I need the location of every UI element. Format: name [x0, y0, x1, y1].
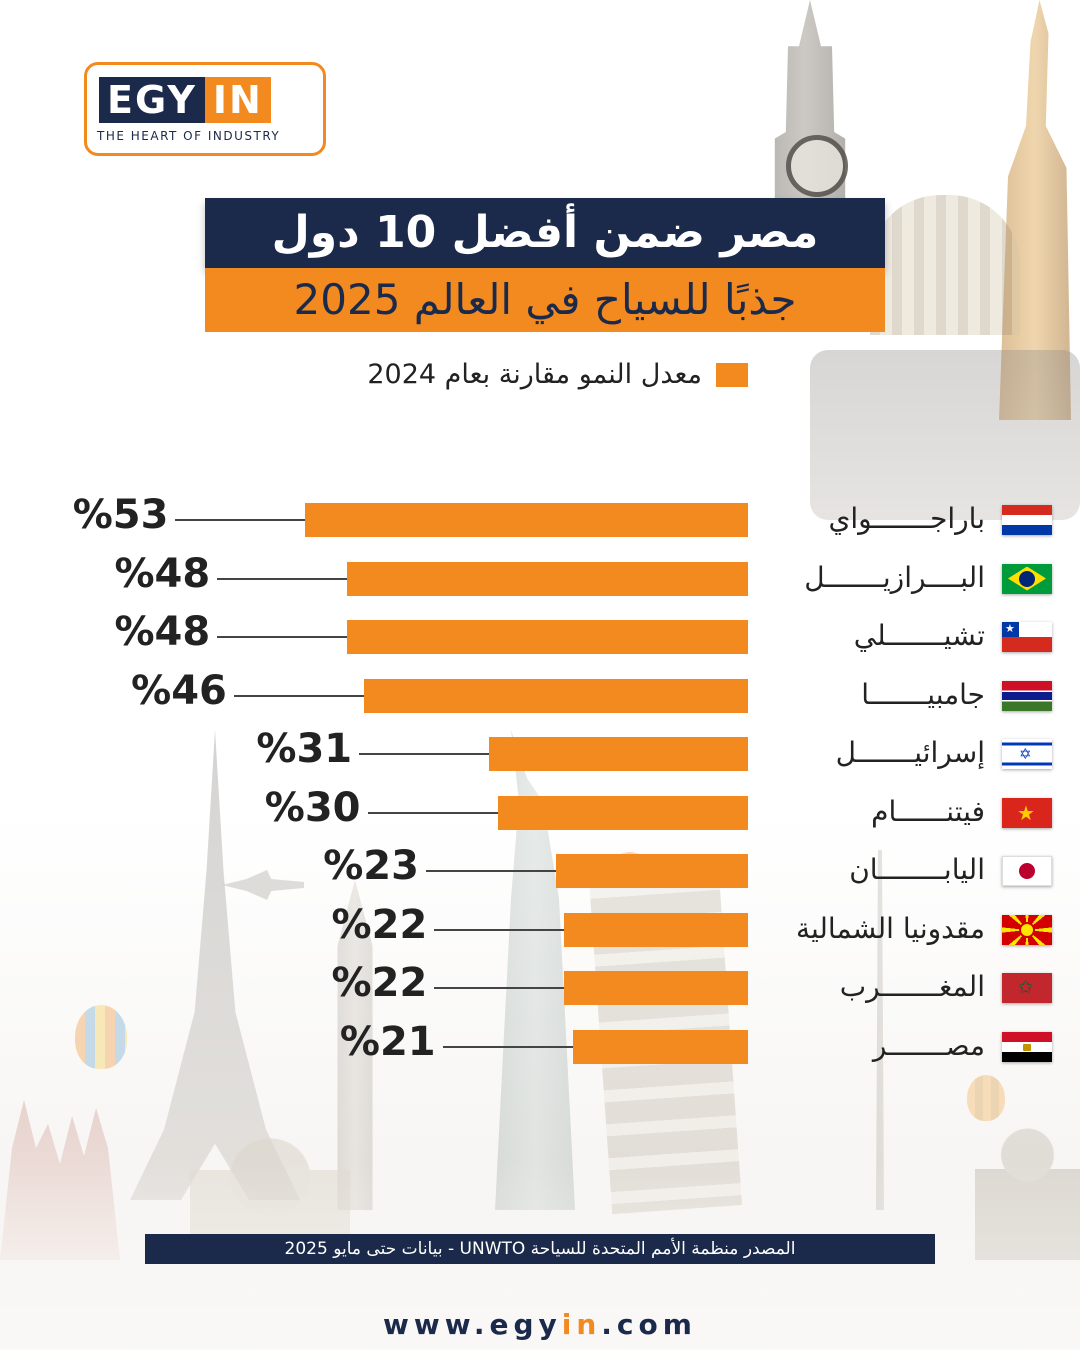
bar-gambia: [363, 678, 748, 713]
chart-row: %31 إسرائيـــــــل: [0, 726, 1080, 778]
japan-flag-icon: [1002, 856, 1052, 886]
bar-egypt: [572, 1029, 748, 1064]
chart-row: %22 مقدونيا الشمالية: [0, 902, 1080, 954]
leader-line: [434, 987, 565, 989]
value-label: %30: [264, 784, 361, 831]
chart-row: %46 جامبيـــــــا: [0, 668, 1080, 720]
leader-line: [442, 1045, 573, 1048]
bar-morocco: [564, 971, 748, 1005]
hot-air-balloon-illustration: [75, 1005, 127, 1069]
tv-tower-illustration: [876, 850, 884, 1210]
bar-paraguay: [305, 503, 748, 537]
hot-air-balloon-illustration: [967, 1075, 1005, 1121]
logo-egy-text: EGY: [99, 77, 205, 123]
bar-chile: [347, 620, 748, 654]
vietnam-flag-icon: [1002, 797, 1052, 828]
leader-line: [233, 694, 364, 697]
clock-face-illustration: [786, 135, 848, 197]
logo-in-text: IN: [204, 77, 271, 123]
country-label: إسرائيـــــــل: [835, 736, 985, 769]
chart-row: %22 المغـــــــرب: [0, 960, 1080, 1012]
chart-row: %23 اليابــــــــان: [0, 843, 1080, 895]
leader-line: [359, 753, 490, 755]
israel-flag-icon: [1002, 739, 1052, 769]
paraguay-flag-icon: [1002, 505, 1052, 535]
chart-row: %48 تشيـــــــلي: [0, 609, 1080, 661]
bar-brazil: [347, 561, 748, 596]
value-label: %31: [256, 726, 353, 772]
website-suffix: .com: [601, 1308, 697, 1341]
bar-japan: [555, 854, 748, 888]
legend-swatch: [716, 363, 748, 387]
logo-wordmark: EGY IN: [99, 77, 271, 123]
leader-line: [425, 870, 556, 872]
logo-tagline: THE HEART OF INDUSTRY: [97, 129, 281, 143]
leader-line: [217, 636, 348, 638]
legend-label: معدل النمو مقارنة بعام 2024: [367, 359, 702, 390]
country-label: فيتنــــــام: [871, 794, 985, 828]
egypt-flag-icon: [1002, 1031, 1052, 1062]
chart-row: %53 باراجـــــــواي: [0, 492, 1080, 544]
value-label: %48: [114, 550, 211, 597]
value-label: %22: [331, 960, 428, 1006]
country-label: البــــرازيـــــــل: [804, 560, 985, 594]
bar-chart: %53 باراجـــــــواي %48 البــــرازيـــــــل…: [0, 490, 1080, 1110]
gambia-flag-icon: [1002, 680, 1052, 711]
country-label: المغـــــــرب: [839, 970, 985, 1003]
value-label: %53: [72, 492, 169, 538]
chile-flag-icon: [1002, 622, 1052, 652]
leader-line: [217, 577, 348, 580]
source-note: المصدر منظمة الأمم المتحدة للسياحة UNWTO…: [145, 1234, 935, 1264]
leader-line: [434, 928, 565, 931]
leader-line: [367, 811, 498, 814]
value-label: %48: [114, 609, 211, 655]
value-label: %21: [339, 1018, 436, 1065]
brazil-flag-icon: [1002, 563, 1052, 594]
country-label: مصـــــــر: [872, 1028, 985, 1062]
website-prefix: www.egy: [383, 1308, 562, 1341]
suitcase-illustration: [810, 350, 1080, 520]
colosseum-illustration: [870, 195, 1020, 335]
title-line-2: جذبًا للسياح في العالم 2025: [205, 268, 885, 332]
website-highlight: in: [561, 1308, 602, 1341]
leader-line: [175, 519, 306, 521]
bar-vietnam: [497, 795, 748, 830]
value-label: %23: [323, 843, 419, 889]
country-label: تشيـــــــلي: [853, 619, 985, 652]
country-label: مقدونيا الشمالية: [795, 911, 985, 945]
country-label: جامبيـــــــا: [861, 677, 985, 711]
website-url[interactable]: www.egyin.com: [0, 1305, 1080, 1345]
title-line-1: مصر ضمن أفضل 10 دول: [205, 198, 885, 268]
egyin-logo: EGY IN THE HEART OF INDUSTRY: [84, 62, 326, 156]
value-label: %22: [331, 901, 428, 948]
morocco-flag-icon: [1002, 973, 1052, 1003]
chart-row: %48 البــــرازيـــــــل: [0, 551, 1080, 603]
chart-legend: معدل النمو مقارنة بعام 2024: [300, 355, 750, 395]
bar-israel: [489, 737, 748, 771]
country-label: اليابــــــــان: [849, 853, 985, 886]
bar-macedonia: [564, 912, 748, 947]
value-label: %46: [131, 667, 227, 714]
macedonia-flag-icon: [1002, 914, 1052, 945]
chart-row: %30 فيتنــــــام: [0, 785, 1080, 837]
country-label: باراجـــــــواي: [828, 502, 985, 535]
chart-row: %21 مصـــــــر: [0, 1019, 1080, 1071]
